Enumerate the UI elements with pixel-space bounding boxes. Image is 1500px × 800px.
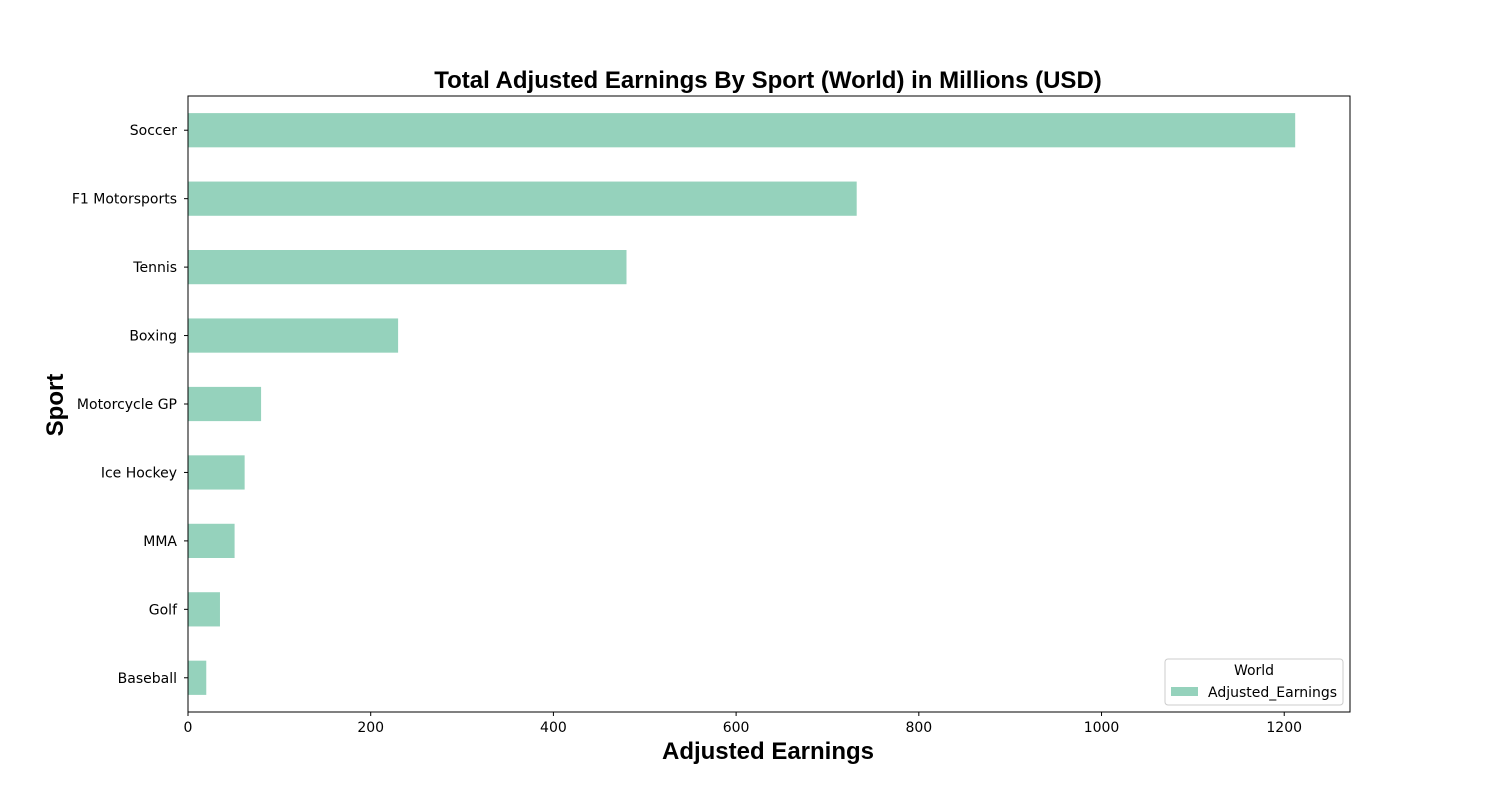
x-tick-label: 600 [723, 720, 750, 736]
legend-series-label: Adjusted_Earnings [1208, 685, 1337, 701]
legend-title: World [1234, 663, 1274, 679]
x-tick-label: 400 [540, 720, 567, 736]
y-tick-label: Golf [149, 602, 178, 618]
x-tick-label: 800 [905, 720, 932, 736]
y-tick-label: Soccer [130, 123, 177, 139]
bars [188, 113, 1296, 695]
y-tick-label: Motorcycle GP [77, 397, 177, 413]
x-axis-ticks: 0 200 400 600 800 1000 1200 [184, 712, 1302, 736]
plot-frame [187, 95, 1351, 713]
legend-swatch [1171, 687, 1198, 696]
bar-boxing [188, 318, 399, 353]
x-tick-label: 0 [184, 720, 193, 736]
y-tick-label: MMA [143, 534, 177, 550]
x-axis-label: Adjusted Earnings [662, 738, 874, 765]
bar-mma [188, 523, 235, 558]
chart-title: Total Adjusted Earnings By Sport (World)… [434, 67, 1102, 94]
bar-tennis [188, 250, 627, 285]
bar-golf [188, 592, 220, 627]
x-tick-label: 1200 [1266, 720, 1302, 736]
legend: World Adjusted_Earnings [1164, 658, 1344, 706]
x-tick-label: 1000 [1084, 720, 1120, 736]
y-axis-label: Sport [42, 374, 69, 437]
y-tick-label: Tennis [132, 260, 177, 276]
bar-motorcycle-gp [188, 386, 262, 422]
y-tick-label: Ice Hockey [101, 465, 177, 481]
y-tick-label: Baseball [118, 671, 177, 687]
x-tick-label: 200 [357, 720, 384, 736]
bar-soccer [188, 113, 1296, 148]
bar-ice-hockey [188, 455, 245, 490]
y-tick-label: Boxing [129, 329, 177, 345]
bar-baseball [188, 660, 207, 695]
bar-f1-motorsports [188, 181, 857, 216]
y-tick-label: F1 Motorsports [72, 192, 177, 208]
legend-box [1164, 658, 1344, 706]
y-axis-ticks: Soccer F1 Motorsports Tennis Boxing Motorcyc… [72, 123, 188, 687]
